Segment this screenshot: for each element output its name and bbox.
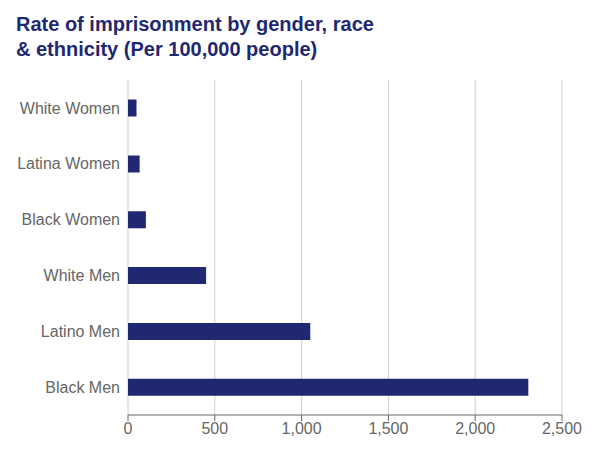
svg-text:Latino Men: Latino Men xyxy=(41,323,120,340)
html-text:Rate of imprisonment by gender: Rate of imprisonment by gender, race xyxy=(16,13,374,35)
svg-text:Latina Women: Latina Women xyxy=(17,155,120,172)
svg-text:2,500: 2,500 xyxy=(542,420,582,437)
svg-text:Black Women: Black Women xyxy=(22,211,120,228)
svg-text:Black Men: Black Men xyxy=(45,379,120,396)
svg-text:White Men: White Men xyxy=(44,267,120,284)
svg-text:1,500: 1,500 xyxy=(368,420,408,437)
svg-text:0: 0 xyxy=(124,420,133,437)
html-text:& ethnicity (Per 100,000 peopl: & ethnicity (Per 100,000 people) xyxy=(16,38,318,60)
svg-text:White Women: White Women xyxy=(20,100,120,117)
svg-text:2,000: 2,000 xyxy=(455,420,495,437)
svg-text:1,000: 1,000 xyxy=(282,420,322,437)
svg-text:500: 500 xyxy=(201,420,228,437)
